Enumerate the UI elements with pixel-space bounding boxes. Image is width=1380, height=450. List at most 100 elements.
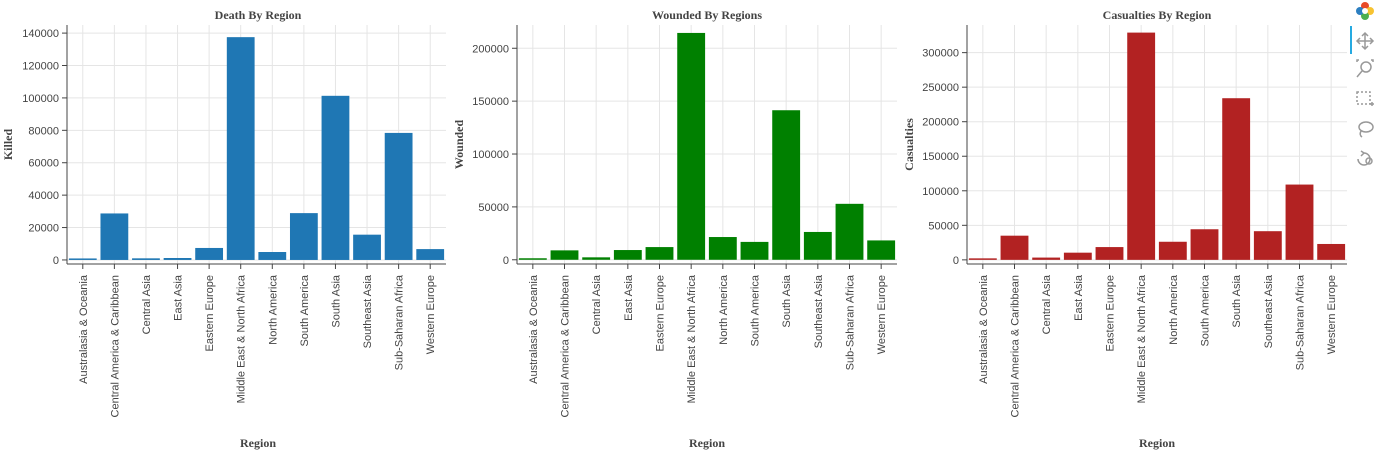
x-axis-label: Region [1139, 436, 1175, 450]
bar-south-america [740, 241, 769, 260]
bar-southeast-asia [353, 234, 381, 260]
chart-title: Wounded By Regions [652, 8, 762, 22]
bar-sub-saharan-africa [384, 132, 413, 260]
x-tick-label: Middle East & North Africa [686, 274, 698, 403]
x-axis-label: Region [240, 436, 276, 450]
bar-central-america-and-caribbean [1000, 235, 1029, 260]
bar-eastern-europe [195, 247, 224, 260]
x-tick-label: Sub-Saharan Africa [1295, 274, 1307, 370]
bar-western-europe [416, 249, 445, 260]
x-tick-label: South Asia [781, 274, 793, 327]
x-tick-label: Southeast Asia [362, 274, 374, 348]
x-tick-label: Eastern Europe [655, 275, 667, 351]
y-tick-label: 120000 [22, 61, 59, 73]
x-tick-label: East Asia [1073, 274, 1085, 321]
bar-australasia-and-oceania [968, 258, 997, 260]
y-tick-label: 0 [503, 255, 509, 267]
bar-eastern-europe [645, 247, 674, 260]
y-tick-label: 40000 [28, 190, 59, 202]
x-tick-label: South Asia [1231, 274, 1243, 327]
y-tick-label: 100000 [922, 186, 959, 198]
x-tick-label: Southeast Asia [1263, 274, 1275, 348]
y-tick-label: 50000 [928, 220, 959, 232]
x-tick-label: Sub-Saharan Africa [394, 274, 406, 370]
x-tick-label: Central Asia [141, 274, 153, 334]
bar-southeast-asia [803, 231, 832, 260]
wheel-zoom-icon[interactable] [1354, 58, 1376, 80]
bar-south-asia [1222, 98, 1251, 260]
bar-south-america [289, 213, 318, 260]
bar-south-america [1190, 229, 1219, 260]
x-tick-label: Australasia & Oceania [978, 274, 990, 384]
y-tick-label: 60000 [28, 158, 59, 170]
bokeh-logo-icon[interactable] [1354, 0, 1376, 22]
x-tick-label: Middle East & North Africa [236, 274, 248, 403]
y-axis-label: Casualties [902, 118, 916, 171]
x-tick-label: North America [267, 274, 279, 345]
bar-southeast-asia [1253, 231, 1282, 260]
pan-icon[interactable] [1354, 30, 1376, 52]
y-tick-label: 100000 [472, 149, 509, 161]
y-axis-label: Killed [1, 129, 15, 161]
bar-central-america-and-caribbean [100, 213, 129, 260]
bar-sub-saharan-africa [1285, 184, 1314, 260]
x-tick-label: Central America & Caribbean [560, 275, 572, 417]
x-tick-label: Eastern Europe [1105, 275, 1117, 351]
y-tick-label: 100000 [22, 93, 59, 105]
bar-south-asia [321, 95, 350, 260]
x-tick-label: South America [750, 274, 762, 346]
bar-north-america [258, 252, 287, 260]
chart-2: 0 50000 100000 150000 200000 Australasia & Oc… [452, 8, 897, 450]
bar-western-europe [867, 240, 896, 260]
bar-australasia-and-oceania [68, 258, 97, 260]
bar-central-asia [582, 257, 611, 260]
y-tick-label: 50000 [478, 202, 509, 214]
x-tick-label: Central Asia [591, 274, 603, 334]
bar-middle-east-and-north-africa [1127, 32, 1156, 260]
lasso-select-icon[interactable] [1354, 118, 1376, 140]
bar-south-asia [772, 110, 801, 260]
x-tick-label: Southeast Asia [813, 274, 825, 348]
bar-east-asia [163, 258, 192, 260]
x-tick-label: South America [1200, 274, 1212, 346]
bar-east-asia [613, 250, 642, 260]
plot-toolbar [1350, 0, 1380, 180]
y-tick-label: 0 [53, 255, 59, 267]
x-axis-label: Region [689, 436, 725, 450]
x-tick-label: Western Europe [425, 275, 437, 354]
x-tick-label: Australasia & Oceania [78, 274, 90, 384]
x-tick-label: Western Europe [876, 275, 888, 354]
x-tick-label: Sub-Saharan Africa [845, 274, 857, 370]
bar-australasia-and-oceania [518, 258, 547, 260]
active-tool-indicator [1350, 26, 1352, 54]
x-tick-label: Eastern Europe [204, 275, 216, 351]
y-tick-label: 80000 [28, 125, 59, 137]
x-tick-label: East Asia [623, 274, 635, 321]
x-tick-label: Middle East & North Africa [1136, 274, 1148, 403]
x-tick-label: Australasia & Oceania [528, 274, 540, 384]
y-axis-label: Wounded [452, 119, 466, 169]
chart-title: Death By Region [215, 8, 302, 22]
y-tick-label: 300000 [922, 48, 959, 60]
bar-central-america-and-caribbean [550, 250, 579, 260]
x-tick-label: Central America & Caribbean [109, 275, 121, 417]
chart-3: 0 50000 100000 150000 200000 250000 300000 Aust… [902, 8, 1347, 450]
x-tick-label: Central Asia [1041, 274, 1053, 334]
chart-1: 0 20000 40000 60000 80000 100000 120000 140000 A… [1, 8, 446, 450]
bar-middle-east-and-north-africa [677, 32, 706, 260]
x-tick-label: North America [1168, 274, 1180, 345]
bar-central-asia [132, 258, 160, 260]
x-tick-label: Western Europe [1326, 275, 1338, 354]
bar-western-europe [1317, 243, 1346, 260]
bar-north-america [708, 237, 737, 260]
reset-icon[interactable] [1354, 148, 1376, 170]
y-tick-label: 140000 [22, 28, 59, 40]
x-tick-label: North America [718, 274, 730, 345]
box-zoom-icon[interactable] [1354, 88, 1376, 110]
y-tick-label: 20000 [28, 223, 59, 235]
x-tick-label: Central America & Caribbean [1010, 275, 1022, 417]
x-tick-label: South Asia [330, 274, 342, 327]
bar-central-asia [1032, 257, 1061, 260]
bar-east-asia [1063, 252, 1092, 260]
y-tick-label: 150000 [472, 96, 509, 108]
